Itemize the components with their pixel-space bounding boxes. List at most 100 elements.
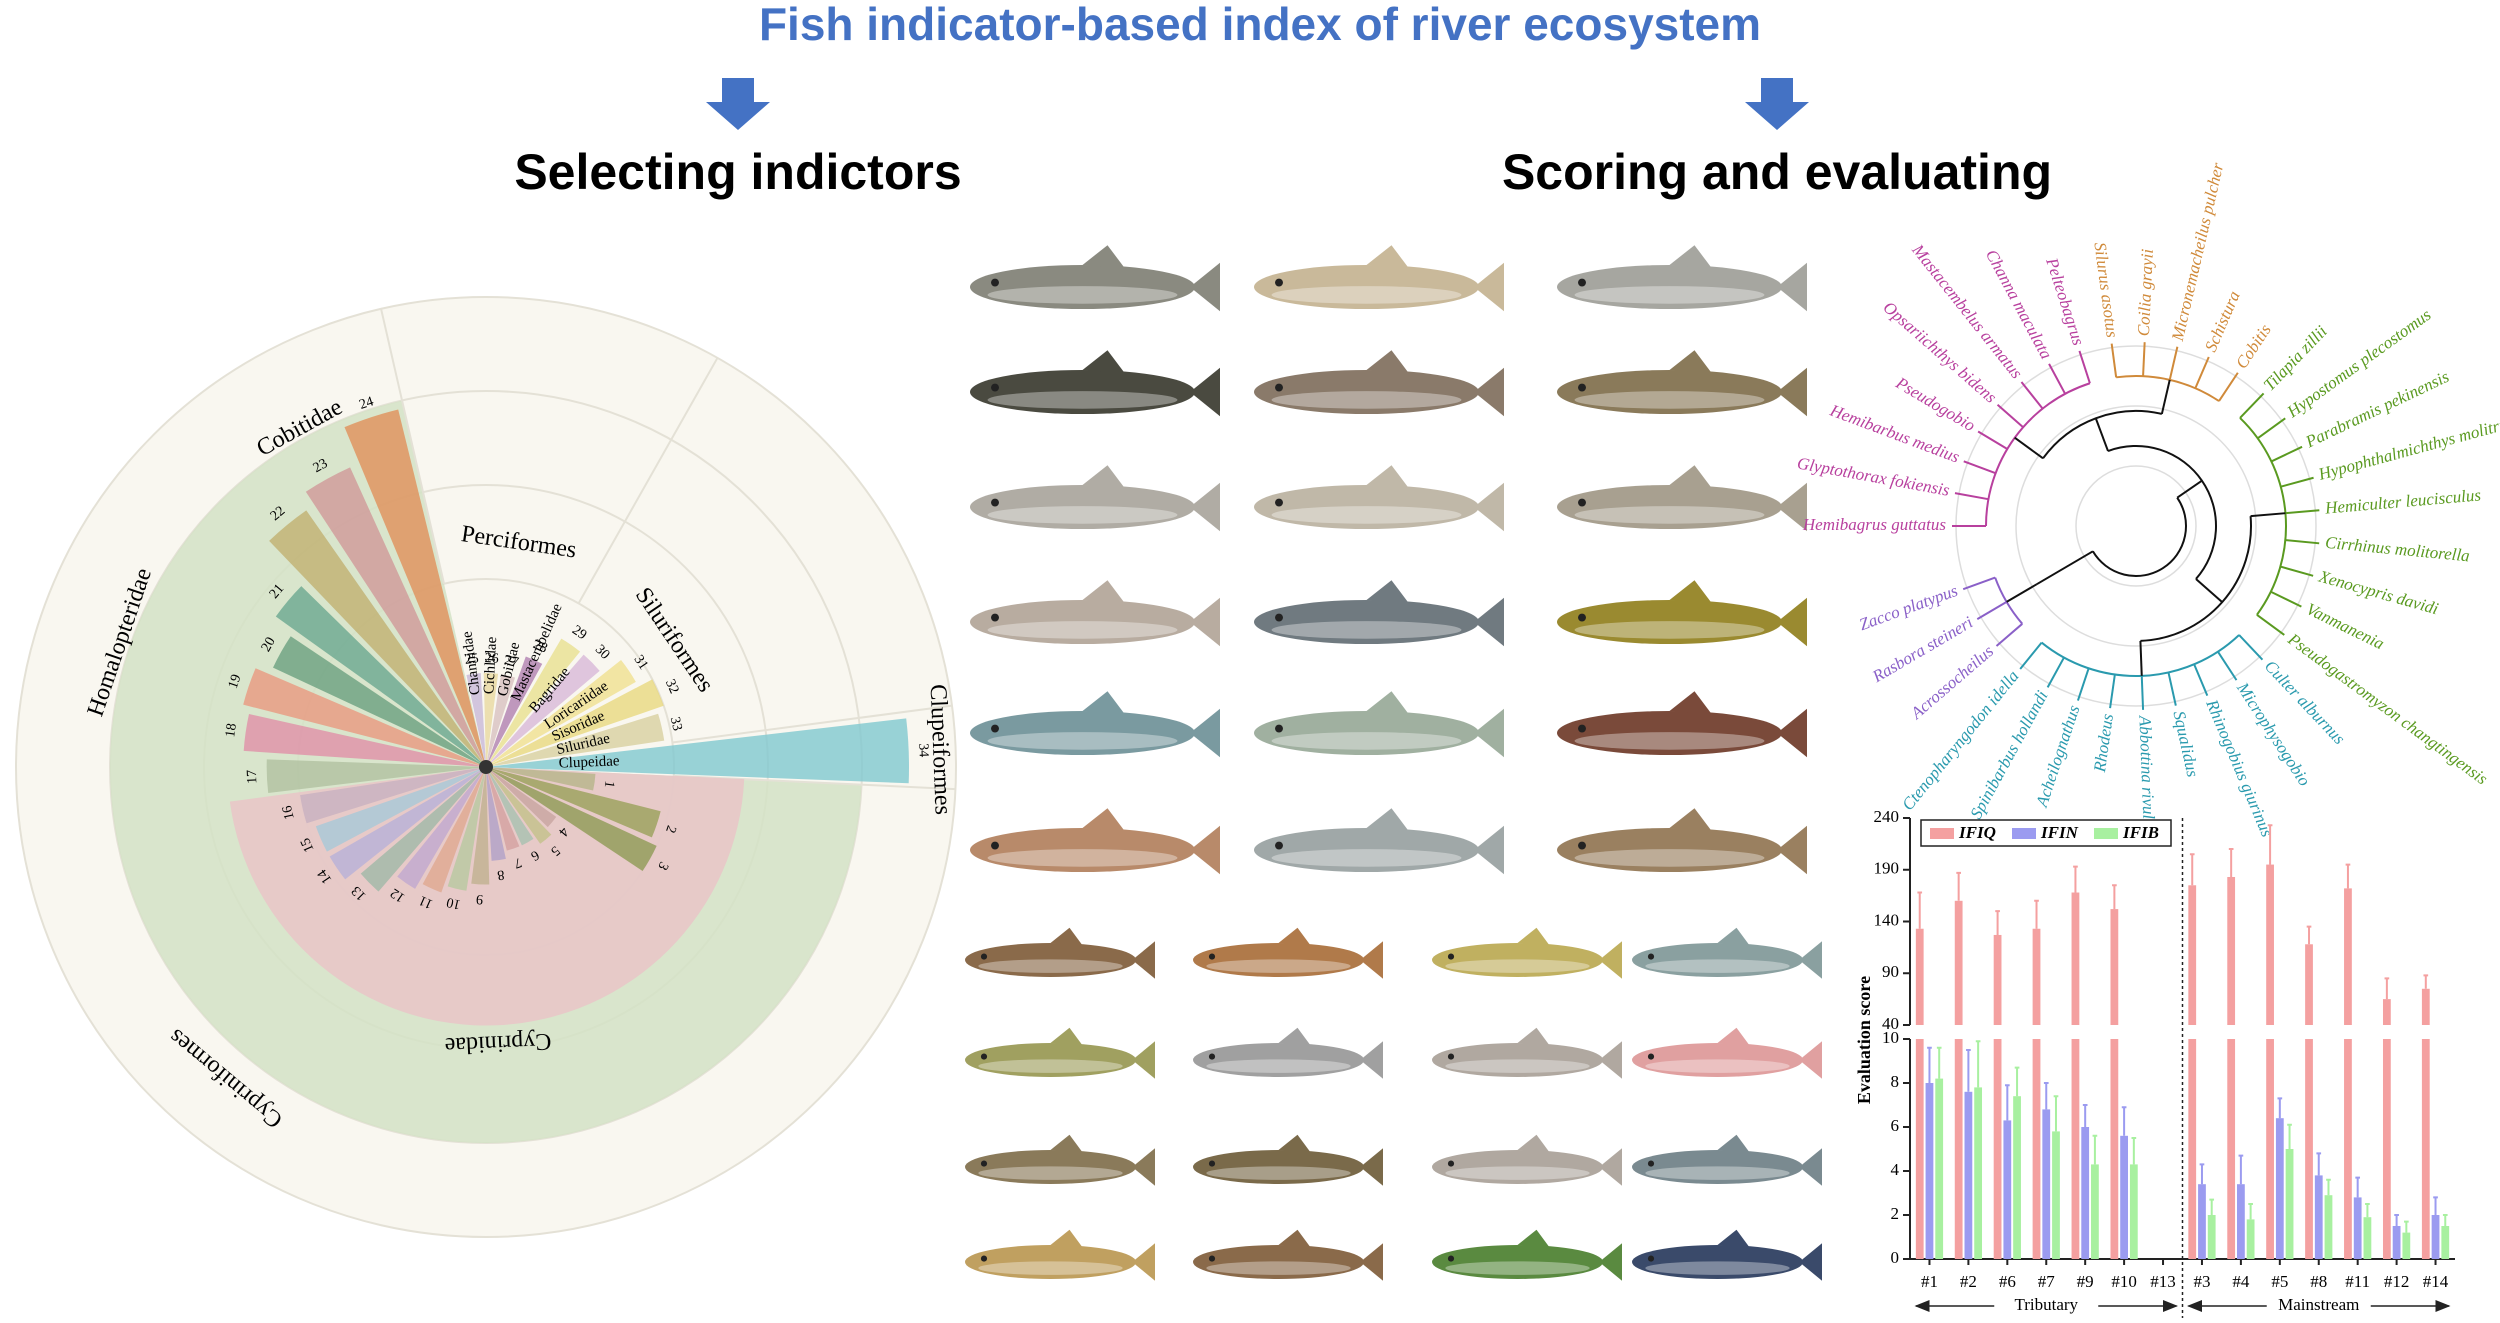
bar-number: 10 — [445, 894, 462, 912]
fish-fin — [1669, 465, 1712, 489]
error-bar — [2238, 1154, 2244, 1185]
tree-ring — [2015, 405, 2257, 647]
tree-branch — [2280, 565, 2314, 577]
fish-tail — [1132, 941, 1155, 979]
bar — [1925, 1083, 1934, 1259]
tree-branch — [2160, 379, 2171, 415]
fish-photo — [1254, 465, 1504, 532]
fish-fin — [1517, 1229, 1550, 1248]
fish-fin — [1517, 927, 1550, 946]
fish-body — [970, 370, 1195, 414]
tree-branch — [2256, 613, 2285, 636]
bar — [2110, 1039, 2119, 1259]
fish-body — [970, 828, 1195, 872]
fish-photo — [1632, 1134, 1822, 1186]
radial-bar — [329, 767, 486, 880]
fish-photo — [970, 691, 1220, 758]
bar — [1993, 1039, 2002, 1259]
bar-number: 8 — [496, 866, 505, 882]
fish-photo — [965, 1027, 1155, 1079]
fish-fin — [1278, 1134, 1311, 1153]
bar — [2237, 1184, 2245, 1259]
fish-body — [1432, 1043, 1603, 1077]
tree-branch — [2239, 417, 2287, 616]
fish-fin — [1366, 245, 1409, 269]
fish-eye — [1647, 1160, 1655, 1167]
radial-bar — [486, 638, 581, 767]
tree-branch — [2094, 417, 2109, 452]
y-tick-label: 90 — [1882, 962, 1899, 981]
radial-bar — [486, 767, 661, 838]
fish-fin — [1717, 1229, 1750, 1248]
fish-tail — [1190, 708, 1220, 758]
fish-eye — [1647, 1053, 1655, 1060]
tree-branch — [2168, 346, 2179, 381]
bar — [2198, 1184, 2206, 1259]
tree-branch — [2092, 497, 2187, 577]
tree-branch — [2076, 668, 2090, 701]
bar — [2032, 1039, 2041, 1259]
fish-fin — [1278, 927, 1311, 946]
tree-branch — [1954, 492, 1989, 501]
error-bar — [1927, 1046, 1932, 1083]
legend-label: IFIN — [2040, 823, 2079, 842]
group-label-bg — [2266, 1296, 2371, 1316]
fish-eye — [991, 613, 999, 622]
section-heading: Scoring and evaluating — [1502, 144, 2052, 200]
radial-bar — [486, 767, 552, 844]
fish-fin — [1669, 580, 1712, 604]
fish-tail — [1777, 825, 1807, 875]
bar — [2003, 1120, 2012, 1259]
fish-tail — [1599, 1243, 1622, 1281]
fish-belly — [1206, 959, 1351, 973]
tree-branch — [2139, 640, 2143, 676]
bar — [2421, 1039, 2430, 1259]
fish-tail — [1474, 482, 1504, 532]
error-bar — [2199, 1163, 2205, 1185]
bar — [2188, 1039, 2197, 1259]
fish-body — [1557, 485, 1782, 529]
fish-tail — [1799, 1243, 1822, 1281]
fish-body — [1193, 1245, 1364, 1279]
error-bar — [2442, 1214, 2448, 1226]
radial-bar — [243, 668, 486, 767]
fish-eye — [991, 498, 999, 507]
bar — [1954, 1039, 1963, 1259]
radial-bar — [486, 679, 664, 767]
fish-eye — [980, 1160, 988, 1167]
legend-box — [1920, 819, 2172, 847]
fish-belly — [1574, 391, 1765, 409]
fish-fin — [1669, 350, 1712, 374]
fish-tail — [1777, 482, 1807, 532]
fish-eye — [1447, 1255, 1455, 1262]
radial-bar — [486, 713, 665, 767]
fish-belly — [1271, 286, 1462, 304]
fish-body — [1557, 265, 1782, 309]
fish-belly — [1574, 732, 1765, 750]
radial-bar — [315, 767, 486, 852]
bar — [2227, 876, 2236, 1025]
bar — [2129, 1164, 2138, 1259]
radial-bar — [305, 467, 486, 767]
fish-photo — [1557, 245, 1807, 312]
error-bar — [2092, 1134, 2098, 1165]
species-label: Mastacembelus armatus — [1908, 240, 2027, 383]
tree-branch — [2193, 663, 2209, 697]
bar-number: 16 — [280, 804, 298, 821]
bar-number: 1 — [601, 780, 617, 789]
fish-tail — [1360, 1041, 1383, 1079]
error-bar — [2365, 1203, 2370, 1218]
bar-number: 27 — [503, 653, 520, 671]
radial-bar — [486, 767, 557, 828]
species-label: Coilia grayii — [2134, 248, 2157, 336]
fish-eye — [991, 383, 999, 392]
legend-swatch — [1930, 828, 1954, 839]
species-label: Glyptothorax fokiensis — [1796, 454, 1952, 500]
fish-body — [1632, 1245, 1803, 1279]
radial-bar — [486, 656, 543, 767]
family-label: Cyprinidae — [444, 1028, 552, 1059]
tree-branch — [2107, 445, 2217, 580]
radial-bar — [243, 714, 486, 767]
fish-fin — [1717, 927, 1750, 946]
bar-number: 19 — [226, 673, 245, 691]
